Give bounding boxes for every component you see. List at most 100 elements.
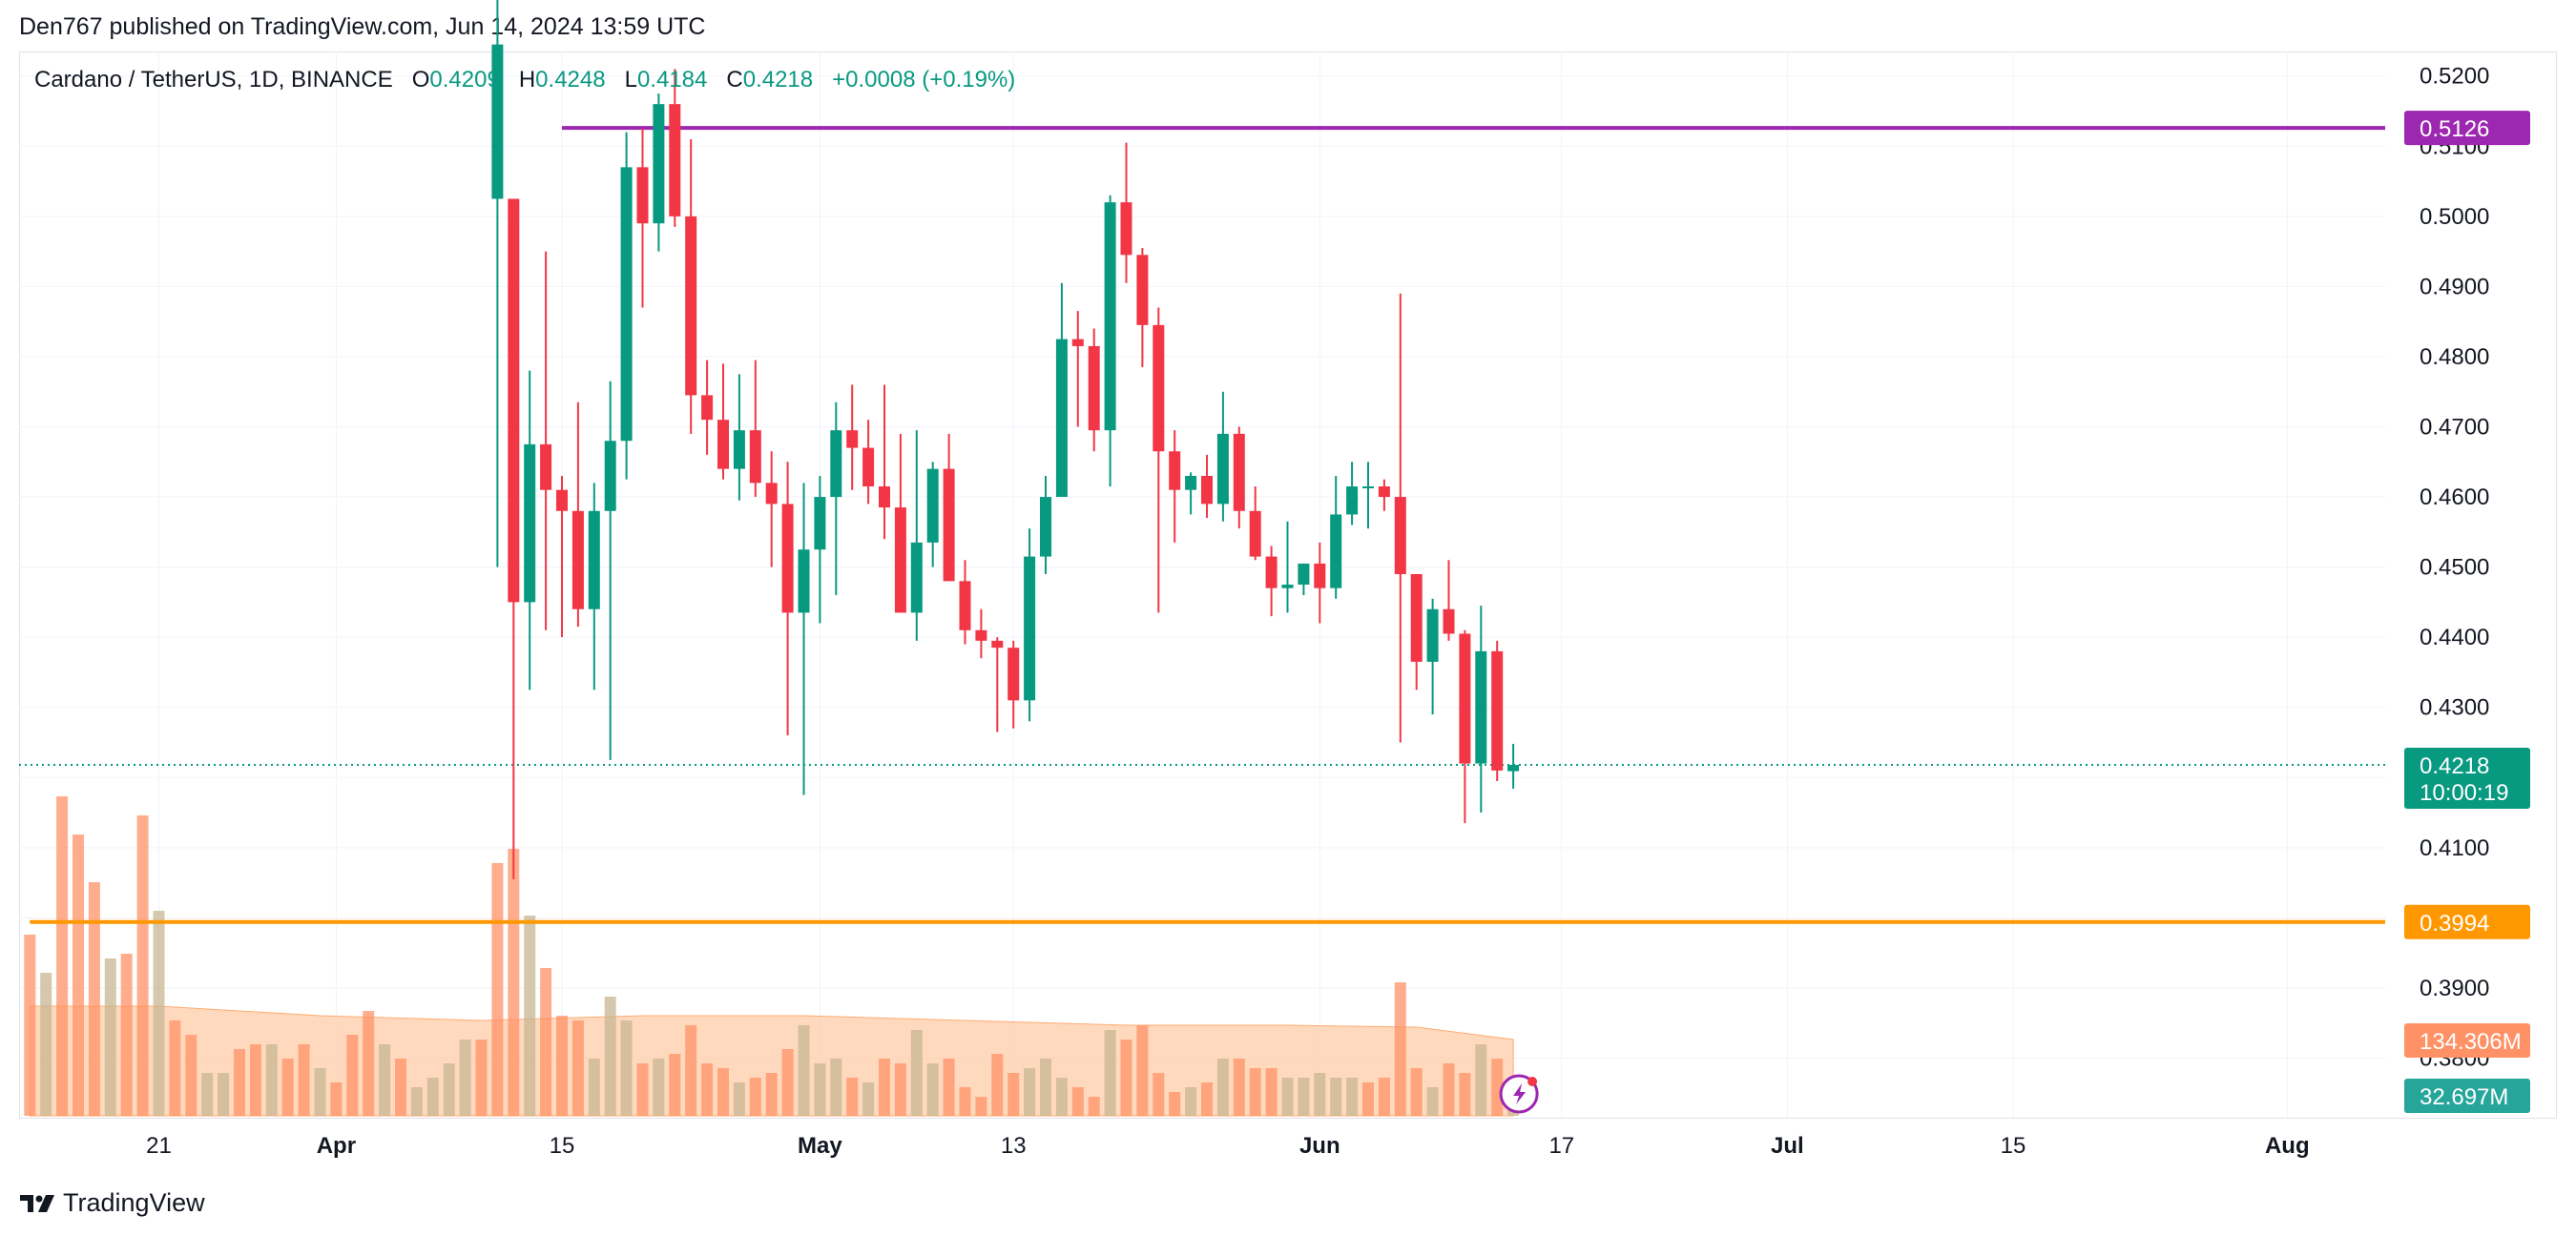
candle-body <box>749 430 761 484</box>
candle-body <box>717 420 729 469</box>
candle-body <box>1394 497 1406 574</box>
volume-bar <box>1088 1097 1100 1116</box>
volume-bar <box>943 1059 955 1116</box>
candle-body <box>959 581 971 630</box>
current-price-badge-bg <box>2404 748 2530 810</box>
price-tick-label: 0.4600 <box>2420 484 2489 510</box>
candle-body <box>1281 585 1294 588</box>
volume-bar <box>491 863 504 1116</box>
legend-close-value: 0.4218 <box>742 67 814 93</box>
volume-bar <box>1346 1078 1359 1116</box>
price-tick-label: 0.4800 <box>2420 344 2489 370</box>
volume-bar <box>588 1059 600 1116</box>
candle-body <box>991 640 1004 649</box>
time-tick-label: 17 <box>1548 1133 1574 1159</box>
volume-bar <box>281 1059 294 1116</box>
candle-body <box>653 104 665 224</box>
volume-bar <box>669 1054 681 1116</box>
legend-low-label: L <box>624 67 637 93</box>
volume-bar <box>991 1054 1004 1116</box>
volume-bar <box>1410 1068 1423 1116</box>
candle-body <box>508 198 520 603</box>
volume-bar <box>185 1035 197 1116</box>
footer-brand[interactable]: TradingView <box>19 1188 205 1218</box>
brand-name: TradingView <box>63 1188 205 1217</box>
legend-open-value: 0.4209 <box>429 67 500 93</box>
candle-body <box>926 468 939 543</box>
volume-bar <box>249 1044 261 1116</box>
candle-body <box>588 510 600 609</box>
volume-bar <box>136 815 149 1116</box>
candle-body <box>669 104 681 216</box>
time-tick-label: Jul <box>1771 1133 1804 1159</box>
legend-change: +0.0008 (+0.19%) <box>832 67 1016 93</box>
price-tick-label: 0.5000 <box>2420 204 2489 230</box>
price-tick-label: 0.5200 <box>2420 64 2489 90</box>
volume-bar <box>379 1044 391 1116</box>
resistance-badge-text: 0.5126 <box>2420 116 2489 142</box>
volume-bar <box>1443 1063 1455 1116</box>
volume-bar <box>798 1025 810 1116</box>
candle-body <box>830 430 842 498</box>
candle-body <box>1136 255 1149 325</box>
volume-bar <box>749 1078 761 1116</box>
volume-bar <box>1008 1073 1020 1116</box>
volume-bar <box>830 1059 842 1116</box>
volume-bar <box>24 935 36 1116</box>
candle-body <box>943 468 955 582</box>
candle-body <box>733 430 745 469</box>
volume-bar <box>218 1073 230 1116</box>
candle-body <box>1426 608 1439 662</box>
volume-bar <box>571 1020 584 1116</box>
candle-body <box>685 216 697 396</box>
volume-bar <box>1475 1044 1487 1116</box>
time-tick-label: May <box>798 1133 842 1159</box>
volume-bar <box>879 1059 890 1116</box>
time-tick-label: 13 <box>1001 1133 1027 1159</box>
candle-body <box>1249 510 1261 557</box>
price-tick-label: 0.4700 <box>2420 415 2489 441</box>
candle-body <box>1362 486 1374 489</box>
volume-bar <box>104 958 116 1116</box>
ohlc-legend: Cardano / TetherUS, 1D, BINANCE O0.4209 … <box>34 67 1015 93</box>
volume-bar <box>56 796 69 1116</box>
candle-body <box>1459 633 1471 764</box>
candle-body <box>910 542 923 613</box>
candle-body <box>1314 563 1326 588</box>
candle-body <box>1507 765 1520 772</box>
time-tick-label: Apr <box>317 1133 356 1159</box>
event-dot <box>1527 1077 1538 1086</box>
volume-bar <box>604 997 616 1116</box>
candle-body <box>1120 202 1132 256</box>
candle-body <box>1040 497 1051 557</box>
candle-body <box>540 443 552 490</box>
volume-bar <box>1249 1068 1261 1116</box>
volume-bar <box>1491 1059 1504 1116</box>
volume-bar <box>1153 1073 1165 1116</box>
volume-bar <box>1055 1078 1068 1116</box>
legend-open-label: O <box>411 67 430 93</box>
resistance-badge-bg <box>2404 111 2530 146</box>
candle-body <box>1443 608 1455 634</box>
chart-frame[interactable] <box>19 52 2557 1119</box>
volume-bar <box>1136 1025 1149 1116</box>
volume-bar <box>733 1082 745 1116</box>
candle-body <box>975 629 987 641</box>
candle-body <box>846 430 859 448</box>
volume-bar <box>40 973 52 1116</box>
candle-body <box>894 507 906 613</box>
price-tick-label: 0.4300 <box>2420 695 2489 721</box>
legend-symbol: Cardano / TetherUS, 1D, BINANCE <box>34 67 393 93</box>
candle-body <box>814 497 826 550</box>
volume-bar <box>234 1049 245 1116</box>
volume-bar <box>314 1068 326 1116</box>
candle-body <box>571 510 584 609</box>
volume-bar <box>1120 1040 1132 1116</box>
price-tick-label: 0.3900 <box>2420 976 2489 1001</box>
volume-bar <box>1314 1073 1326 1116</box>
volume-bar <box>363 1011 375 1116</box>
volume-bar <box>475 1040 488 1116</box>
volume-bar <box>926 1063 939 1116</box>
